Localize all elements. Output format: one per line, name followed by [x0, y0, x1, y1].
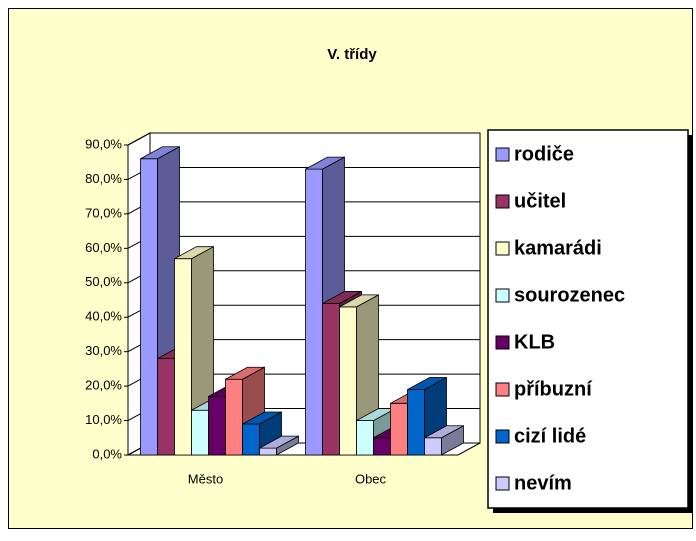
- bar-top: [424, 425, 464, 439]
- bar-front: [174, 258, 192, 456]
- legend-swatch: [495, 476, 510, 491]
- legend-swatch: [495, 382, 510, 397]
- legend-label: KLB: [514, 331, 555, 353]
- bar-top: [407, 377, 447, 390]
- legend-swatch: [495, 194, 510, 209]
- y-tick-label: 70,0%: [85, 205, 122, 220]
- y-tick-label: 0,0%: [92, 446, 122, 461]
- x-tick-label: Obec: [355, 471, 387, 486]
- bar-front: [191, 409, 209, 456]
- y-tick-label: 10,0%: [85, 412, 122, 427]
- bar-front: [305, 168, 323, 456]
- bar-front: [208, 396, 226, 456]
- bar-top: [140, 146, 180, 160]
- bar-front: [140, 158, 158, 456]
- bar-front: [424, 437, 442, 456]
- legend-label: nevím: [514, 472, 572, 494]
- legend-swatch: [495, 147, 510, 162]
- bar-front: [356, 420, 374, 456]
- bar-front: [339, 306, 357, 456]
- y-tick-label: 90,0%: [85, 136, 122, 151]
- bar-top: [242, 411, 282, 425]
- legend-swatch: [495, 241, 510, 256]
- bar-front: [225, 378, 243, 456]
- legend-label: učitel: [514, 190, 566, 212]
- bar-top: [305, 156, 345, 170]
- bar-front: [373, 437, 391, 456]
- legend-swatch: [495, 288, 510, 303]
- bar-front: [242, 423, 260, 456]
- bar-front: [407, 389, 425, 456]
- legend-label: rodiče: [514, 143, 574, 165]
- legend-label: příbuzní: [514, 378, 593, 400]
- y-tick-label: 30,0%: [85, 343, 122, 358]
- y-tick-label: 40,0%: [85, 309, 122, 324]
- x-tick-label: Město: [188, 471, 223, 486]
- y-tick-label: 60,0%: [85, 240, 122, 255]
- bar-front: [322, 303, 340, 456]
- bar-top: [339, 294, 379, 308]
- legend-swatch: [495, 335, 510, 350]
- grid-line: [127, 132, 480, 146]
- chart-title: V. třídy: [327, 46, 377, 63]
- y-tick-label: 80,0%: [85, 171, 122, 186]
- bar-top: [259, 435, 299, 449]
- bar-front: [157, 358, 175, 456]
- legend-swatch: [495, 429, 510, 444]
- bar-front: [259, 447, 277, 456]
- y-tick-label: 50,0%: [85, 274, 122, 289]
- y-tick-label: 20,0%: [85, 378, 122, 393]
- legend-label: kamarádi: [514, 237, 602, 259]
- bar-top: [174, 246, 214, 260]
- bar-front: [390, 402, 408, 456]
- legend: [487, 129, 689, 509]
- legend-label: cizí lidé: [514, 425, 586, 447]
- legend-label: sourozenec: [514, 284, 625, 306]
- bar-top: [225, 366, 265, 380]
- bar-top: [322, 291, 362, 304]
